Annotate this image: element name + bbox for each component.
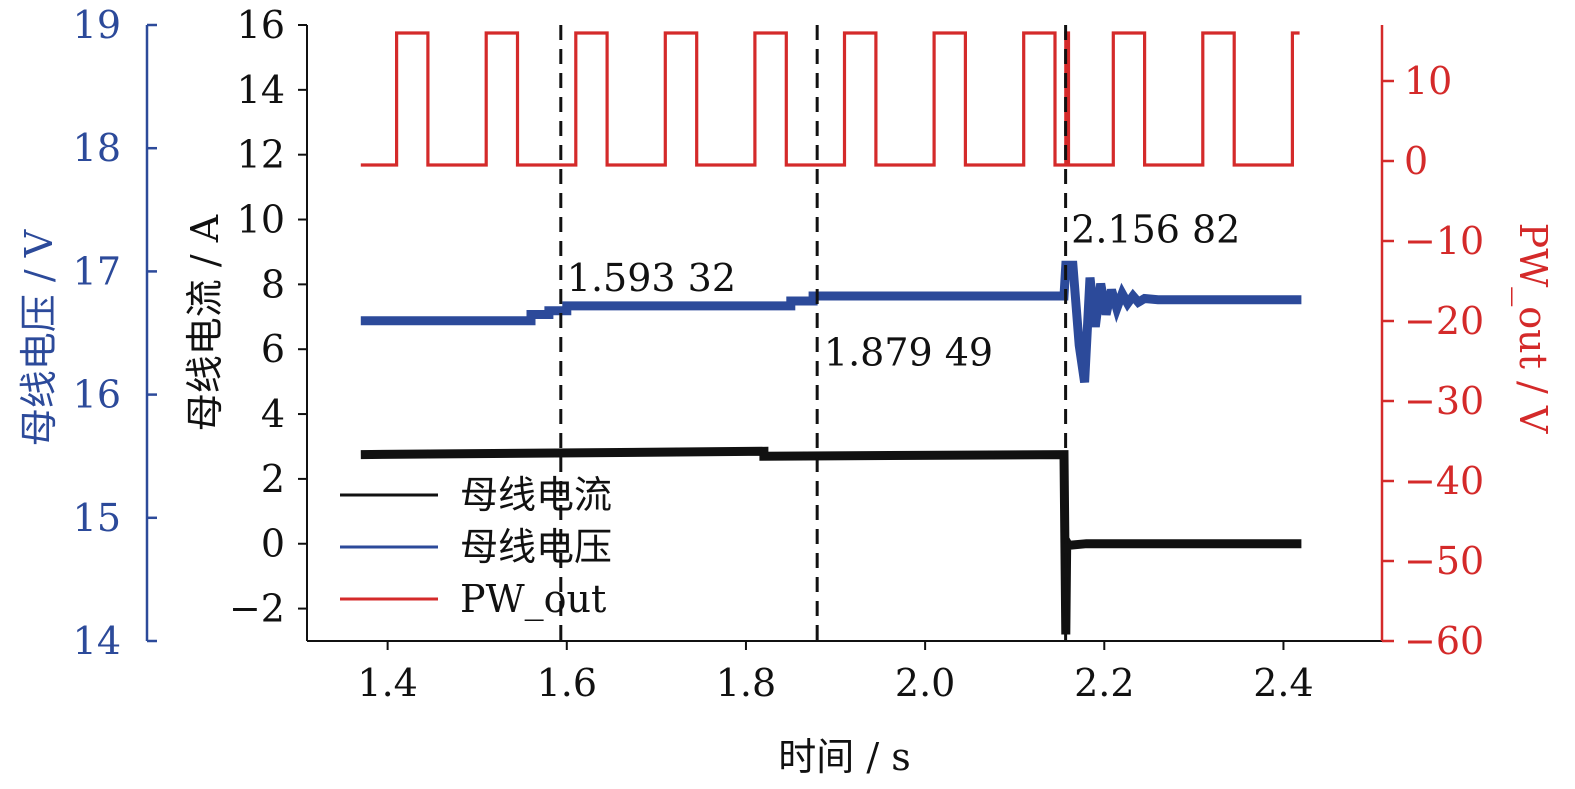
right-tick-label-1: −50 — [1404, 539, 1484, 583]
legend-label-0: 母线电流 — [460, 473, 612, 517]
inner-left-tick-label-8: 14 — [237, 68, 285, 112]
right-tick-label-2: −40 — [1404, 459, 1484, 503]
x-tick-label-4: 2.2 — [1074, 661, 1134, 705]
x-tick-label-5: 2.4 — [1253, 661, 1313, 705]
right-tick-label-0: −60 — [1404, 619, 1484, 663]
series-line-2 — [360, 31, 1300, 167]
x-tick-label-0: 1.4 — [357, 661, 417, 705]
annotation-1: 1.879 49 — [824, 330, 993, 374]
inner-left-tick-label-7: 12 — [237, 133, 285, 177]
inner-left-tick-label-0: −2 — [229, 587, 285, 631]
inner-left-tick-label-2: 2 — [261, 457, 285, 501]
frame-layer: 1.4 1.6 1.8 2.0 2.2 2.4时间 / s−20246810121416母… — [17, 3, 1555, 779]
outer-left-tick-label-5: 19 — [73, 3, 121, 47]
outer-left-tick-label-3: 17 — [73, 249, 121, 293]
x-axis-title: 时间 / s — [778, 735, 910, 779]
outer-left-tick-label-0: 14 — [73, 619, 121, 663]
outer-left-axis-title: 母线电压 / V — [17, 229, 61, 446]
x-tick-label-2: 1.8 — [716, 661, 776, 705]
right-tick-label-3: −30 — [1404, 379, 1484, 423]
legend-label-2: PW_out — [460, 577, 606, 622]
outer-left-tick-label-4: 18 — [73, 126, 121, 170]
inner-left-tick-label-5: 8 — [261, 262, 285, 306]
x-tick-label-1: 1.6 — [537, 661, 597, 705]
right-tick-label-6: 0 — [1404, 139, 1428, 183]
outer-left-tick-label-1: 15 — [73, 496, 121, 540]
annotation-layer: 1.593 32 1.879 49 2.156 82 — [559, 25, 1240, 641]
right-tick-label-7: 10 — [1404, 59, 1452, 103]
inner-left-tick-label-1: 0 — [261, 522, 285, 566]
annotation-2: 2.156 82 — [1071, 207, 1240, 251]
inner-left-tick-label-4: 6 — [261, 327, 285, 371]
legend-label-1: 母线电压 — [460, 525, 612, 569]
right-axis-title: PW_out / V — [1510, 223, 1555, 434]
series-line-1 — [360, 260, 1302, 383]
x-tick-label-3: 2.0 — [895, 661, 955, 705]
annotation-0: 1.593 32 — [567, 256, 736, 300]
inner-left-axis-title: 母线电流 / A — [183, 214, 227, 431]
inner-left-tick-label-6: 10 — [237, 198, 285, 242]
right-tick-label-4: −20 — [1404, 299, 1484, 343]
right-tick-label-5: −10 — [1404, 219, 1484, 263]
inner-left-tick-label-3: 4 — [261, 392, 285, 436]
outer-left-tick-label-2: 16 — [73, 373, 121, 417]
inner-left-tick-label-9: 16 — [237, 3, 285, 47]
